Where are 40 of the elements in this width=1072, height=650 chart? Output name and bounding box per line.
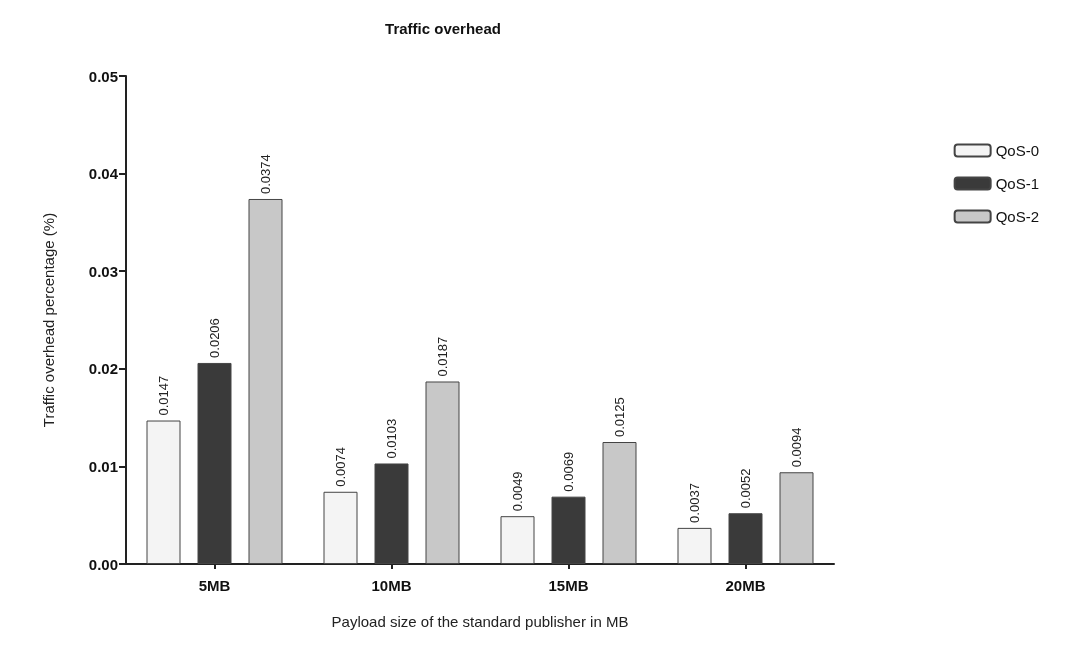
data-label: 0.0037 [687, 483, 702, 523]
data-label: 0.0125 [612, 397, 627, 437]
bar [248, 198, 283, 564]
bar [551, 496, 586, 564]
y-tick-label: 0.04 [88, 165, 119, 183]
data-label: 0.0094 [789, 427, 804, 468]
data-label: 0.0374 [258, 154, 273, 194]
bar [146, 420, 181, 564]
bar [500, 516, 535, 564]
x-tick-label: 20MB [725, 577, 766, 594]
data-label: 0.0147 [156, 375, 171, 416]
data-label: 0.0074 [333, 447, 348, 487]
bar [677, 527, 712, 564]
bar [425, 381, 460, 564]
bar [602, 442, 637, 564]
y-tick-label: 0.05 [88, 67, 118, 85]
legend-label: QoS-0 [995, 142, 1040, 159]
bar [323, 491, 358, 564]
bar [197, 362, 232, 564]
data-label: 0.0187 [435, 336, 450, 377]
y-tick-label: 0.03 [88, 262, 118, 280]
bar [779, 472, 814, 564]
data-label: 0.0069 [561, 451, 576, 492]
y-axis-title: Traffic overhead percentage (%) [40, 212, 57, 428]
y-tick-label: 0.00 [88, 555, 118, 573]
legend-label: QoS-1 [995, 175, 1040, 192]
y-tick-label: 0.02 [88, 360, 118, 378]
data-label: 0.0206 [207, 318, 222, 358]
x-tick-label: 5MB [198, 577, 231, 594]
chart-title: Traffic overhead [385, 20, 501, 37]
data-label: 0.0103 [384, 418, 399, 459]
x-tick-label: 15MB [548, 577, 589, 594]
data-label: 0.0052 [738, 468, 753, 509]
legend-label: QoS-2 [995, 208, 1040, 225]
data-label: 0.0049 [510, 471, 525, 512]
x-axis-title: Payload size of the standard publisher in MB [331, 613, 629, 630]
bar [728, 513, 763, 564]
y-tick-label: 0.01 [88, 457, 118, 475]
x-tick-label: 10MB [371, 577, 412, 594]
bar [374, 463, 409, 564]
